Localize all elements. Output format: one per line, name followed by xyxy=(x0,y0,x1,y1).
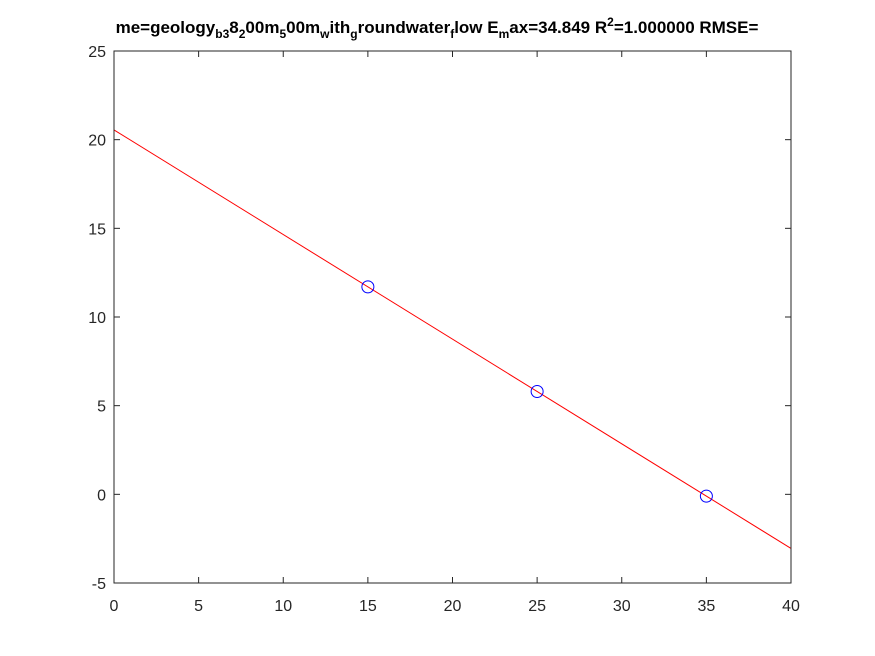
chart-title-segment: =1.000000 RMSE= xyxy=(614,18,759,37)
fit-line xyxy=(113,129,792,549)
chart-title-segment: ax=34.849 R xyxy=(509,18,607,37)
x-tick-label: 5 xyxy=(194,598,203,615)
chart-title-segment: 00m xyxy=(245,18,279,37)
y-tick-label: 0 xyxy=(97,487,106,504)
y-tick-label: 5 xyxy=(97,399,106,416)
x-tick-label: 15 xyxy=(359,598,377,615)
chart-title-segment: 8 xyxy=(229,18,238,37)
chart-title-segment: 2 xyxy=(239,27,246,41)
chart-title-segment: ith xyxy=(330,18,351,37)
chart-title-segment: 2 xyxy=(607,15,614,29)
x-tick-label: 0 xyxy=(110,598,119,615)
data-point xyxy=(699,489,713,503)
x-tick-label: 10 xyxy=(274,598,292,615)
chart-title-segment: g xyxy=(350,27,357,41)
chart-title-segment: roundwater xyxy=(358,18,451,37)
chart-title-segment: 5 xyxy=(279,27,286,41)
chart-title-segment: b3 xyxy=(215,27,229,41)
data-point xyxy=(530,384,544,398)
y-axis-ticks: -5 0 5 10 15 20 25 xyxy=(88,44,791,593)
x-tick-label: 35 xyxy=(697,598,715,615)
chart-title-segment: me=geology xyxy=(116,18,216,37)
y-tick-label: 10 xyxy=(88,310,106,327)
x-tick-label: 25 xyxy=(528,598,546,615)
y-tick-label: 20 xyxy=(88,133,106,150)
x-axis-ticks: 0 5 10 15 20 25 30 35 40 xyxy=(110,51,800,615)
x-tick-label: 40 xyxy=(782,598,800,615)
chart-title-segment: low E xyxy=(454,18,498,37)
x-tick-label: 20 xyxy=(444,598,462,615)
y-tick-label: 15 xyxy=(88,221,106,238)
plot-series xyxy=(113,129,792,549)
chart-title: me=geologyb38200m500mwithgroundwaterflow… xyxy=(116,15,759,41)
chart-title-segment: 00m xyxy=(286,18,320,37)
chart-title-segment: w xyxy=(319,27,330,41)
y-tick-label: 25 xyxy=(88,44,106,61)
plot-frame xyxy=(113,50,792,584)
x-tick-label: 30 xyxy=(613,598,631,615)
chart-title-segment: f xyxy=(450,27,455,41)
chart-title-segment: m xyxy=(499,27,510,41)
data-point xyxy=(361,280,375,294)
y-tick-label: -5 xyxy=(92,576,106,593)
